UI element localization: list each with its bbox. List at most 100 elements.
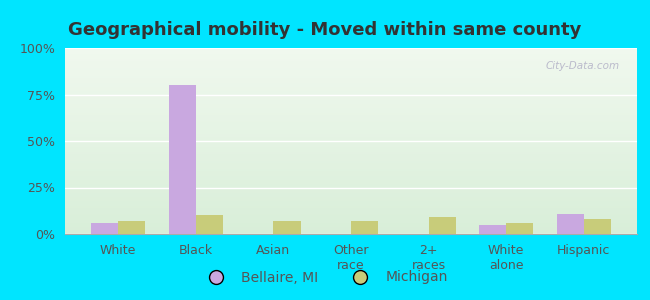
Bar <box>65 223 637 225</box>
Bar <box>65 169 637 171</box>
Bar <box>428 217 456 234</box>
Bar <box>65 230 637 232</box>
Bar <box>65 202 637 204</box>
Bar <box>351 221 378 234</box>
Bar <box>65 110 637 111</box>
Bar <box>65 82 637 83</box>
Bar <box>65 154 637 156</box>
Bar <box>65 215 637 217</box>
Bar <box>65 87 637 89</box>
Bar <box>65 132 637 134</box>
Bar <box>65 217 637 219</box>
Bar <box>65 98 637 100</box>
Bar <box>65 182 637 184</box>
Bar <box>65 117 637 119</box>
Bar <box>65 113 637 115</box>
Bar <box>65 91 637 93</box>
Bar <box>65 172 637 175</box>
Bar <box>65 161 637 163</box>
Bar <box>65 72 637 74</box>
Bar <box>65 206 637 208</box>
Bar <box>65 135 637 137</box>
Bar <box>65 195 637 197</box>
Bar <box>65 160 637 161</box>
Bar <box>65 188 637 189</box>
Bar <box>65 85 637 87</box>
Bar <box>506 223 534 234</box>
Bar <box>65 134 637 135</box>
Bar <box>274 221 300 234</box>
Bar <box>65 199 637 200</box>
Text: Geographical mobility - Moved within same county: Geographical mobility - Moved within sam… <box>68 21 582 39</box>
Bar <box>65 197 637 199</box>
Bar <box>65 141 637 143</box>
Bar <box>196 215 223 234</box>
Bar <box>65 204 637 206</box>
Bar <box>65 143 637 145</box>
Bar <box>65 178 637 180</box>
Bar <box>479 225 506 234</box>
Bar <box>65 57 637 59</box>
Bar <box>65 145 637 147</box>
Bar <box>65 148 637 150</box>
Bar <box>65 147 637 148</box>
Bar <box>168 85 196 234</box>
Legend: Bellaire, MI, Michigan: Bellaire, MI, Michigan <box>197 265 453 290</box>
Bar <box>65 184 637 186</box>
Bar <box>65 214 637 215</box>
Bar <box>65 150 637 152</box>
Bar <box>65 130 637 132</box>
Bar <box>65 56 637 57</box>
Bar <box>65 180 637 182</box>
Bar <box>65 212 637 214</box>
Bar <box>65 226 637 228</box>
Bar <box>65 171 637 172</box>
Bar <box>65 126 637 128</box>
Bar <box>65 163 637 165</box>
Bar <box>65 193 637 195</box>
Bar <box>65 76 637 78</box>
Bar <box>65 93 637 94</box>
Bar <box>65 219 637 221</box>
Bar <box>65 102 637 104</box>
Bar <box>65 52 637 54</box>
Bar <box>65 128 637 130</box>
Bar <box>65 78 637 80</box>
Bar <box>65 189 637 191</box>
Bar <box>65 94 637 96</box>
Bar <box>118 221 146 234</box>
Bar <box>65 208 637 210</box>
Bar <box>65 175 637 176</box>
Bar <box>65 232 637 234</box>
Bar <box>65 96 637 98</box>
Bar <box>65 111 637 113</box>
Bar <box>65 137 637 139</box>
Bar <box>65 104 637 106</box>
Bar <box>65 63 637 65</box>
Bar <box>65 186 637 188</box>
Bar <box>65 152 637 154</box>
Bar <box>65 68 637 70</box>
Bar <box>91 223 118 234</box>
Bar <box>65 106 637 107</box>
Bar <box>65 122 637 124</box>
Bar <box>65 89 637 91</box>
Bar <box>65 61 637 63</box>
Text: City-Data.com: City-Data.com <box>546 61 620 71</box>
Bar <box>65 80 637 82</box>
Bar <box>65 176 637 178</box>
Bar <box>65 139 637 141</box>
Bar <box>65 59 637 61</box>
Bar <box>65 100 637 102</box>
Bar <box>65 119 637 121</box>
Bar <box>65 54 637 56</box>
Bar <box>65 158 637 160</box>
Bar <box>65 124 637 126</box>
Bar <box>65 200 637 202</box>
Bar <box>65 50 637 52</box>
Bar <box>65 65 637 67</box>
Bar <box>65 121 637 122</box>
Bar <box>65 107 637 110</box>
Bar <box>65 74 637 76</box>
Bar <box>65 83 637 85</box>
